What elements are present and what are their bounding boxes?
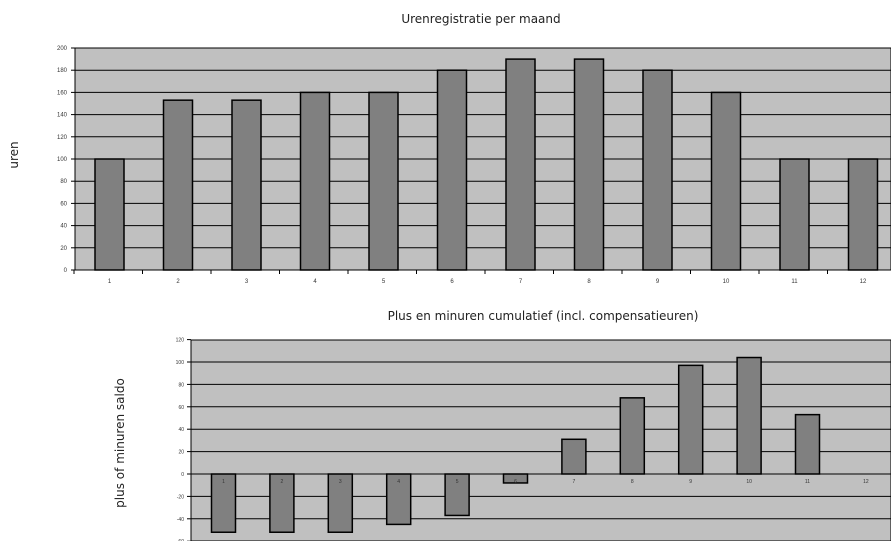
chart2-bar [794, 413, 821, 475]
chart1-x-tick-label: 4 [313, 279, 317, 285]
chart1-y-tick-label: 160 [57, 90, 68, 96]
chart2-x-tick-label: 5 [456, 479, 459, 485]
chart1-y-tick-label: 180 [57, 68, 68, 74]
chart1-bar [94, 158, 125, 271]
chart1-x-tick-label: 11 [791, 279, 798, 285]
chart1-x-tick-label: 9 [656, 279, 660, 285]
chart1-y-tick-label: 120 [57, 135, 68, 141]
chart2-bar [444, 473, 470, 517]
chart1-bar [231, 99, 262, 271]
chart2-x-tick-label: 12 [863, 479, 869, 485]
chart1-y-tick-label: 200 [57, 46, 68, 52]
chart2-x-ticks: 1 2 3 4 5 6 7 8 9 10 11 12 [222, 479, 869, 485]
chart1-y-tick-label: 60 [60, 201, 67, 207]
chart2-bar [327, 473, 354, 533]
chart1-bar [162, 99, 194, 271]
chart1-bar [710, 91, 742, 271]
chart1-x-tick-label: 7 [519, 279, 523, 285]
chart2-y-tick-label: 60 [178, 405, 184, 411]
chart1-x-tick-label: 8 [587, 279, 591, 285]
chart1-y-tick-label: 20 [60, 246, 67, 252]
chart2-y-tick-label: 20 [178, 450, 184, 456]
chart1-bars [94, 58, 879, 271]
chart1-y-tick-label: 40 [60, 224, 67, 230]
chart2-ylabel: plus of minuren saldo [113, 378, 127, 508]
chart2-x-tick-label: 3 [339, 479, 342, 485]
chart1-bar [299, 91, 331, 271]
chart1-bar [779, 158, 810, 271]
chart1-grid [75, 69, 891, 249]
chart1-bar [436, 69, 468, 271]
chart2-bar [210, 473, 237, 533]
chart1-bar [573, 58, 605, 271]
chart1-title: Urenregistratie per maand [401, 12, 560, 26]
chart2-y-tick-label: -60 [177, 539, 184, 541]
chart2-y-tick-label: 80 [178, 382, 184, 388]
chart1-y-tick-label: 140 [57, 113, 68, 119]
chart1-x-tick-label: 6 [450, 279, 454, 285]
chart2-y-tick-label: -40 [177, 517, 184, 523]
chart1-ylabel: uren [7, 141, 21, 168]
chart1-y-tick-label: 80 [60, 179, 67, 185]
chart2-x-tick-label: 4 [397, 479, 400, 485]
chart2-bar [561, 438, 587, 475]
chart2-x-tick-label: 11 [805, 479, 810, 485]
chart2-x-tick-label: 6 [514, 479, 517, 485]
chart1-y-tick-label: 100 [57, 157, 68, 163]
chart1-x-tick-label: 5 [382, 279, 386, 285]
chart2-x-tick-label: 9 [689, 479, 692, 485]
chart2-title: Plus en minuren cumulatief (incl. compen… [388, 309, 699, 323]
chart1-x-tick-label: 12 [860, 279, 867, 285]
chart2-grid [191, 361, 891, 520]
chart2-y-tick-label: 40 [178, 427, 184, 433]
chart2-bar [677, 364, 704, 475]
chart1-x-tick-label: 10 [723, 279, 730, 285]
chart2-x-tick-label: 1 [222, 479, 225, 485]
chart2-y-tick-label: 0 [181, 472, 184, 478]
chart2-bar [385, 473, 412, 526]
chart1-x-tick-label: 2 [176, 279, 180, 285]
chart2-y-tick-label: -20 [177, 494, 184, 500]
chart1-bar [368, 91, 399, 271]
chart2-bars [210, 356, 821, 533]
chart2-bar [736, 356, 762, 475]
chart1-x-ticks: 1 2 3 4 5 6 7 8 9 10 11 12 [73, 270, 867, 285]
chart2-bar [269, 473, 295, 533]
chart1-bar [847, 158, 879, 271]
chart2-bar [502, 473, 529, 484]
chart1-x-tick-label: 3 [245, 279, 249, 285]
chart2-x-tick-label: 8 [631, 479, 634, 485]
chart2-bar [619, 397, 646, 475]
chart2-y-tick-label: 100 [176, 360, 185, 366]
chart2-x-tick-label: 2 [281, 479, 284, 485]
chart1-y-ticks: 0 20 40 60 80 100 120 140 160 180 200 [57, 46, 75, 274]
chart2-x-tick-label: 7 [573, 479, 576, 485]
chart2-plot-area [190, 339, 891, 541]
chart1-y-tick-label: 0 [64, 268, 68, 274]
chart1-x-tick-label: 1 [108, 279, 112, 285]
chart2-x-tick-label: 10 [746, 479, 752, 485]
chart1-bar [642, 69, 673, 271]
chart-cumulative-balance: Plus en minuren cumulatief (incl. compen… [113, 309, 891, 541]
chart-monthly-hours: Urenregistratie per maand uren 020406080… [7, 12, 891, 285]
chart1-bar [505, 58, 536, 271]
chart2-y-tick-label: 120 [176, 338, 185, 344]
chart2-y-ticks: -60 -40 -20 0 20 40 60 80 100 120 [176, 338, 191, 541]
